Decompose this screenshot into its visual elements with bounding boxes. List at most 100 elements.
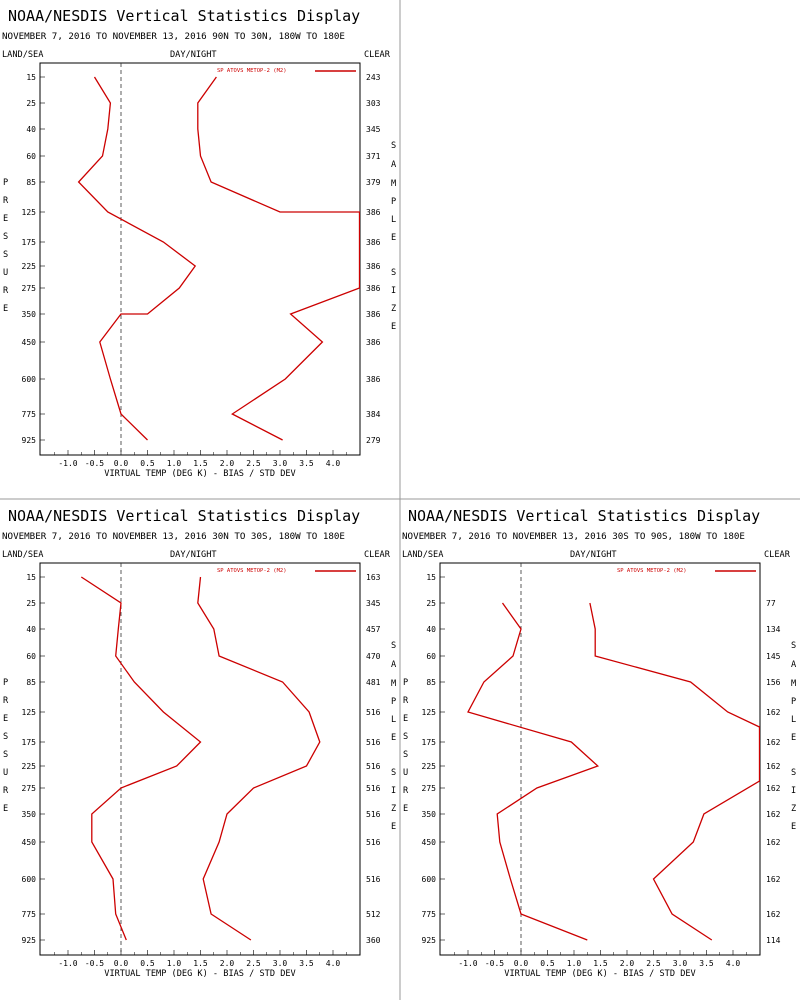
pressure-tick-label: 25	[426, 599, 436, 608]
sample-size-axis-letter: I	[391, 786, 396, 796]
pressure-axis-letter: E	[3, 804, 8, 814]
x-tick-label: -0.5	[85, 959, 104, 968]
sample-size-axis-letter: A	[391, 660, 397, 670]
sample-size-label: 162	[766, 810, 781, 819]
sample-size-axis-letter: E	[391, 322, 396, 332]
plot-frame	[39, 62, 361, 456]
chart-panel: NOAA/NESDIS Vertical Statistics Display N…	[402, 507, 797, 979]
x-tick-label: 3.0	[273, 959, 288, 968]
sample-size-label: 162	[766, 708, 781, 717]
x-tick-label: 3.5	[699, 959, 714, 968]
x-tick-label: -0.5	[85, 459, 104, 468]
pressure-tick-label: 350	[422, 810, 437, 819]
pressure-tick-label: 275	[22, 284, 37, 293]
chart-title: NOAA/NESDIS Vertical Statistics Display	[408, 507, 760, 525]
sample-size-label: 162	[766, 838, 781, 847]
pressure-tick-label: 85	[26, 178, 36, 187]
pressure-tick-label: 350	[22, 810, 37, 819]
pressure-tick-label: 15	[26, 73, 36, 82]
sample-size-label: 162	[766, 784, 781, 793]
pressure-axis-letter: S	[3, 232, 8, 242]
sample-size-label: 134	[766, 625, 781, 634]
sample-size-label: 345	[366, 125, 381, 134]
sample-size-axis-letter: S	[391, 141, 396, 151]
x-tick-label: -1.0	[458, 959, 477, 968]
pressure-axis-letter: E	[3, 714, 8, 724]
sample-size-label: 516	[366, 810, 381, 819]
x-tick-label: 1.5	[193, 959, 208, 968]
pressure-axis-letter: S	[403, 750, 408, 760]
sample-size-label: 386	[366, 238, 381, 247]
sample-size-axis-letter: A	[791, 660, 797, 670]
pressure-tick-label: 450	[22, 338, 37, 347]
x-axis-label: VIRTUAL TEMP (DEG K) - BIAS / STD DEV	[104, 969, 295, 979]
x-tick-label: 1.0	[167, 459, 182, 468]
plot-frame	[439, 562, 761, 956]
x-tick-label: 2.0	[220, 459, 235, 468]
sample-size-label: 379	[366, 178, 381, 187]
pressure-tick-label: 60	[26, 152, 36, 161]
sample-size-label: 163	[366, 573, 381, 582]
pressure-tick-label: 25	[26, 99, 36, 108]
x-axis-label: VIRTUAL TEMP (DEG K) - BIAS / STD DEV	[104, 469, 295, 479]
std-dev-line	[197, 76, 360, 441]
bias-line	[80, 576, 202, 941]
sample-size-label: 386	[366, 310, 381, 319]
x-tick-label: 1.0	[167, 959, 182, 968]
pressure-axis-letter: U	[3, 268, 8, 278]
x-tick-label: 2.0	[620, 959, 635, 968]
sample-size-axis-letter: P	[391, 197, 396, 207]
sample-size-label: 114	[766, 936, 781, 945]
sample-size-axis-letter: A	[391, 160, 397, 170]
sample-size-label: 386	[366, 284, 381, 293]
pressure-tick-label: 450	[422, 838, 437, 847]
sample-size-axis-letter: M	[391, 679, 396, 689]
x-tick-label: 4.0	[726, 959, 741, 968]
pressure-tick-label: 175	[22, 238, 37, 247]
sample-size-label: 303	[366, 99, 381, 108]
sample-size-axis-letter: M	[791, 679, 796, 689]
x-tick-label: 2.5	[246, 459, 261, 468]
pressure-axis-letter: R	[403, 696, 409, 706]
sample-size-axis-letter: E	[391, 233, 396, 243]
pressure-tick-label: 775	[22, 410, 37, 419]
pressure-tick-label: 600	[22, 875, 37, 884]
label-day-night: DAY/NIGHT	[170, 50, 217, 60]
pressure-tick-label: 450	[22, 838, 37, 847]
x-tick-label: 0.0	[114, 459, 129, 468]
pressure-tick-label: 350	[22, 310, 37, 319]
pressure-tick-label: 85	[26, 678, 36, 687]
x-tick-label: 0.0	[514, 959, 529, 968]
sample-size-label: 386	[366, 375, 381, 384]
sample-size-axis-letter: L	[391, 215, 396, 225]
pressure-tick-label: 225	[22, 762, 37, 771]
legend-label: SP ATOVS METOP-2 (M2)	[217, 68, 287, 74]
x-tick-label: -1.0	[58, 959, 77, 968]
sample-size-axis-letter: S	[391, 768, 396, 778]
sample-size-axis-letter: E	[391, 733, 396, 743]
label-day-night: DAY/NIGHT	[170, 550, 217, 560]
sample-size-axis-letter: S	[391, 641, 396, 651]
sample-size-label: 162	[766, 738, 781, 747]
x-tick-label: 0.5	[140, 959, 155, 968]
bias-line	[77, 76, 197, 441]
legend-label: SP ATOVS METOP-2 (M2)	[617, 568, 687, 574]
x-tick-label: -0.5	[485, 959, 504, 968]
pressure-tick-label: 275	[22, 784, 37, 793]
x-tick-label: 0.5	[540, 959, 555, 968]
sample-size-label: 243	[366, 73, 381, 82]
sample-size-axis-letter: E	[791, 733, 796, 743]
pressure-tick-label: 60	[426, 652, 436, 661]
sample-size-label: 516	[366, 762, 381, 771]
x-tick-label: 1.0	[567, 959, 582, 968]
chart-title: NOAA/NESDIS Vertical Statistics Display	[8, 7, 360, 25]
x-tick-label: 3.5	[299, 459, 314, 468]
pressure-tick-label: 85	[426, 678, 436, 687]
pressure-tick-label: 225	[22, 262, 37, 271]
pressure-axis-letter: S	[403, 732, 408, 742]
sample-size-label: 384	[366, 410, 381, 419]
pressure-tick-label: 600	[422, 875, 437, 884]
chart-title: NOAA/NESDIS Vertical Statistics Display	[8, 507, 360, 525]
pressure-axis-letter: R	[403, 786, 409, 796]
sample-size-label: 516	[366, 708, 381, 717]
